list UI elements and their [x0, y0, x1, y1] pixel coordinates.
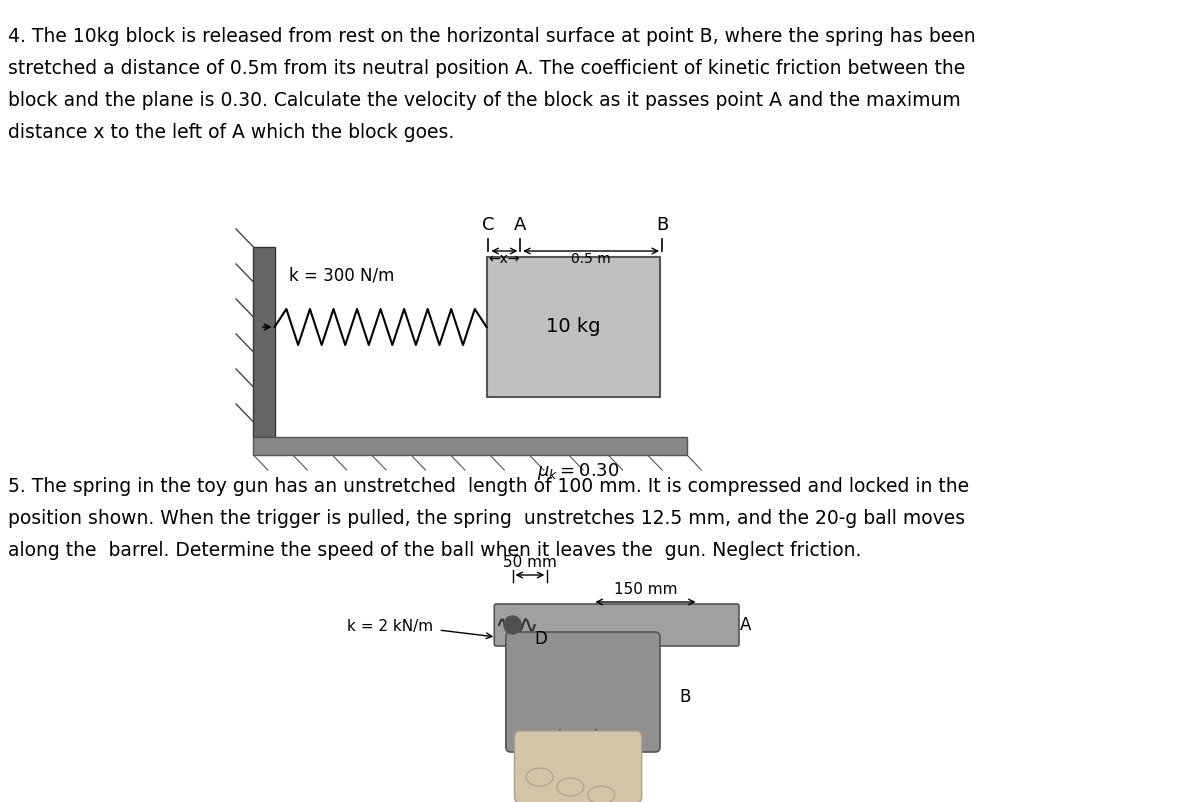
Text: B: B — [655, 216, 668, 234]
Bar — [486, 257, 660, 397]
Text: k = 300 N/m: k = 300 N/m — [289, 266, 395, 284]
Text: 5. The spring in the toy gun has an unstretched  length of 100 mm. It is compres: 5. The spring in the toy gun has an unst… — [7, 477, 968, 496]
Text: k = 2 kN/m: k = 2 kN/m — [348, 619, 433, 634]
Text: along the  barrel. Determine the speed of the ball when it leaves the  gun. Negl: along the barrel. Determine the speed of… — [7, 541, 862, 560]
Text: block and the plane is 0.30. Calculate the velocity of the block as it passes po: block and the plane is 0.30. Calculate t… — [7, 91, 960, 110]
FancyBboxPatch shape — [515, 731, 642, 802]
Text: position shown. When the trigger is pulled, the spring  unstretches 12.5 mm, and: position shown. When the trigger is pull… — [7, 509, 965, 528]
Text: ←x→: ←x→ — [488, 252, 520, 266]
Text: 0.5 m: 0.5 m — [571, 252, 611, 266]
Text: B: B — [679, 688, 691, 706]
Text: A: A — [740, 616, 751, 634]
Text: $\mu_k = 0.30$: $\mu_k = 0.30$ — [536, 461, 619, 483]
Text: A: A — [514, 216, 527, 234]
Text: 4. The 10kg block is released from rest on the horizontal surface at point B, wh: 4. The 10kg block is released from rest … — [7, 27, 976, 46]
Text: stretched a distance of 0.5m from its neutral position A. The coefficient of kin: stretched a distance of 0.5m from its ne… — [7, 59, 965, 78]
Text: 10 kg: 10 kg — [546, 318, 600, 337]
FancyBboxPatch shape — [494, 604, 739, 646]
Bar — [253, 437, 686, 455]
Ellipse shape — [588, 786, 614, 802]
Bar — [253, 247, 275, 437]
Text: D: D — [535, 630, 547, 648]
Ellipse shape — [557, 778, 584, 796]
Ellipse shape — [526, 768, 553, 786]
FancyBboxPatch shape — [506, 632, 660, 752]
Text: 50 mm: 50 mm — [503, 555, 557, 570]
Text: distance x to the left of A which the block goes.: distance x to the left of A which the bl… — [7, 123, 454, 142]
Text: C: C — [482, 216, 494, 234]
Text: 150 mm: 150 mm — [613, 582, 677, 597]
Circle shape — [504, 616, 521, 634]
